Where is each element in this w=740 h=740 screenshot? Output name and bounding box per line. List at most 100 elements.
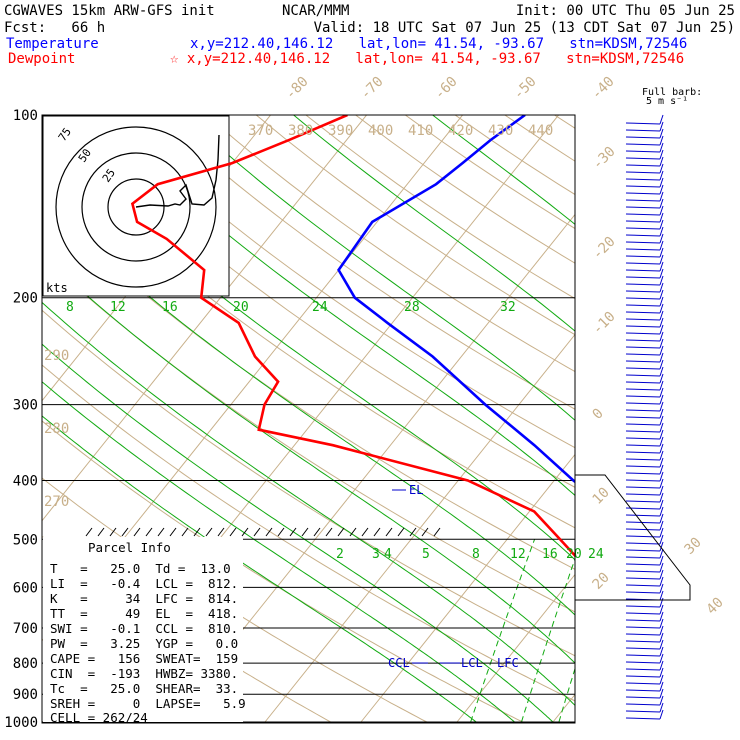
wind-barb-flag bbox=[659, 387, 664, 398]
pressure-tick-label: 700 bbox=[13, 621, 38, 637]
isotherm-label: -10 bbox=[590, 309, 619, 338]
wind-barb-flag bbox=[659, 401, 664, 412]
moist-adiabat bbox=[144, 162, 575, 497]
wind-barb-flag bbox=[659, 569, 664, 580]
wind-barb bbox=[625, 626, 661, 629]
wind-barb-flag bbox=[659, 667, 664, 678]
hodograph-ring-label: 50 bbox=[76, 146, 94, 164]
wind-barb bbox=[625, 661, 661, 664]
wind-barb bbox=[625, 276, 661, 279]
wind-barb bbox=[625, 486, 661, 489]
wind-barb bbox=[625, 185, 661, 188]
wind-barb-flag bbox=[659, 352, 664, 363]
wind-barb bbox=[625, 199, 661, 202]
hodograph-ring bbox=[55, 126, 217, 288]
pressure-tick-label: 800 bbox=[13, 656, 38, 672]
wind-barb-flag bbox=[659, 275, 664, 286]
wind-barb bbox=[625, 262, 661, 265]
pressure-tick-label: 600 bbox=[13, 580, 38, 596]
wind-barb bbox=[625, 346, 661, 349]
wind-barb bbox=[625, 178, 661, 181]
wind-barb-flag bbox=[659, 555, 664, 566]
hatch-mark bbox=[409, 527, 417, 537]
wind-barb-flag bbox=[659, 506, 664, 517]
wind-barb-flag bbox=[659, 436, 664, 447]
mixing-ratio-label: 4 bbox=[384, 547, 392, 562]
wind-barb-flag bbox=[659, 674, 664, 685]
moist-adiabat bbox=[42, 343, 554, 723]
isotherm-label: 10 bbox=[590, 485, 613, 508]
wind-barb-flag bbox=[659, 380, 664, 391]
wind-barb-flag bbox=[659, 688, 664, 699]
mixing-ratio-label: 3 bbox=[372, 547, 380, 562]
hatch-mark bbox=[85, 527, 93, 537]
isotherm-line bbox=[264, 333, 575, 723]
wind-barb bbox=[625, 122, 661, 125]
wind-barb bbox=[625, 570, 661, 573]
hodograph-ring bbox=[81, 152, 191, 262]
wind-barb bbox=[625, 612, 661, 615]
wind-barb bbox=[625, 255, 661, 258]
wind-barb bbox=[625, 360, 661, 363]
dry-adiabat bbox=[42, 150, 575, 529]
wind-barb-flag bbox=[659, 611, 664, 622]
wind-barb-flag bbox=[659, 121, 664, 132]
wind-barb-flag bbox=[659, 527, 664, 538]
moist-adiabat bbox=[111, 203, 575, 561]
hatch-mark bbox=[421, 527, 429, 537]
wind-barb-flag bbox=[659, 282, 664, 293]
wind-barb bbox=[625, 241, 661, 244]
lfc-label: LFC bbox=[497, 656, 519, 670]
wind-barb-flag bbox=[659, 429, 664, 440]
wind-barb-flag bbox=[659, 583, 664, 594]
hatch-mark bbox=[205, 527, 213, 537]
hatch-mark bbox=[121, 527, 129, 537]
wind-barb-flag bbox=[659, 499, 664, 510]
theta-label: 420 bbox=[448, 123, 473, 139]
wind-barb-flag bbox=[659, 233, 664, 244]
pressure-tick-label: 900 bbox=[13, 687, 38, 703]
temperature-legend: Temperature bbox=[6, 36, 99, 52]
isotherm-line bbox=[360, 453, 575, 723]
forecast-hour: Fcst: 66 h bbox=[4, 20, 105, 36]
moist-adiabat-label: 28 bbox=[404, 300, 420, 315]
wind-barb bbox=[625, 388, 661, 391]
wind-barb bbox=[625, 542, 661, 545]
theta-label: 400 bbox=[368, 123, 393, 139]
wind-barb-flag bbox=[659, 240, 664, 251]
moist-adiabat-label: 8 bbox=[66, 300, 74, 315]
hatch-mark bbox=[97, 527, 105, 537]
wind-barb bbox=[625, 479, 661, 482]
dry-adiabat bbox=[654, 115, 740, 735]
wind-barb-flag bbox=[659, 478, 664, 489]
wind-barb-flag bbox=[659, 443, 664, 454]
valid-time: Valid: 18 UTC Sat 07 Jun 25 (13 CDT Sat … bbox=[314, 20, 735, 36]
wind-barb-flag bbox=[659, 492, 664, 503]
mixing-ratio-label: 5 bbox=[422, 547, 430, 562]
hatch-mark bbox=[157, 527, 165, 537]
hatch-mark bbox=[265, 527, 273, 537]
mixing-ratio-line bbox=[713, 539, 740, 722]
wind-barb-flag bbox=[659, 485, 664, 496]
wind-barb-flag bbox=[659, 415, 664, 426]
parcel-row: CELL = 262/24 bbox=[50, 710, 148, 725]
moist-adiabat-label: 16 bbox=[162, 300, 178, 315]
hatch-mark bbox=[241, 527, 249, 537]
lcl-label: LCL bbox=[461, 656, 483, 670]
isotherm-label: -40 bbox=[589, 74, 618, 103]
theta-label: 380 bbox=[288, 123, 313, 139]
hodograph-ring-label: 25 bbox=[100, 166, 118, 184]
barb-legend-title: Full barb: bbox=[642, 87, 702, 98]
isotherm-line bbox=[456, 573, 575, 723]
mixing-ratio-label: 12 bbox=[510, 547, 526, 562]
wind-barb-flag bbox=[659, 541, 664, 552]
isotherm-line bbox=[552, 693, 575, 723]
wind-barb bbox=[625, 374, 661, 377]
wind-barb bbox=[625, 339, 661, 342]
wind-barb bbox=[625, 297, 661, 300]
theta-label: 290 bbox=[44, 348, 69, 364]
wind-barb bbox=[625, 395, 661, 398]
stability-frame bbox=[575, 474, 691, 601]
parcel-row: T = 25.0 Td = 13.0 bbox=[50, 561, 231, 576]
wind-barb bbox=[625, 248, 661, 251]
